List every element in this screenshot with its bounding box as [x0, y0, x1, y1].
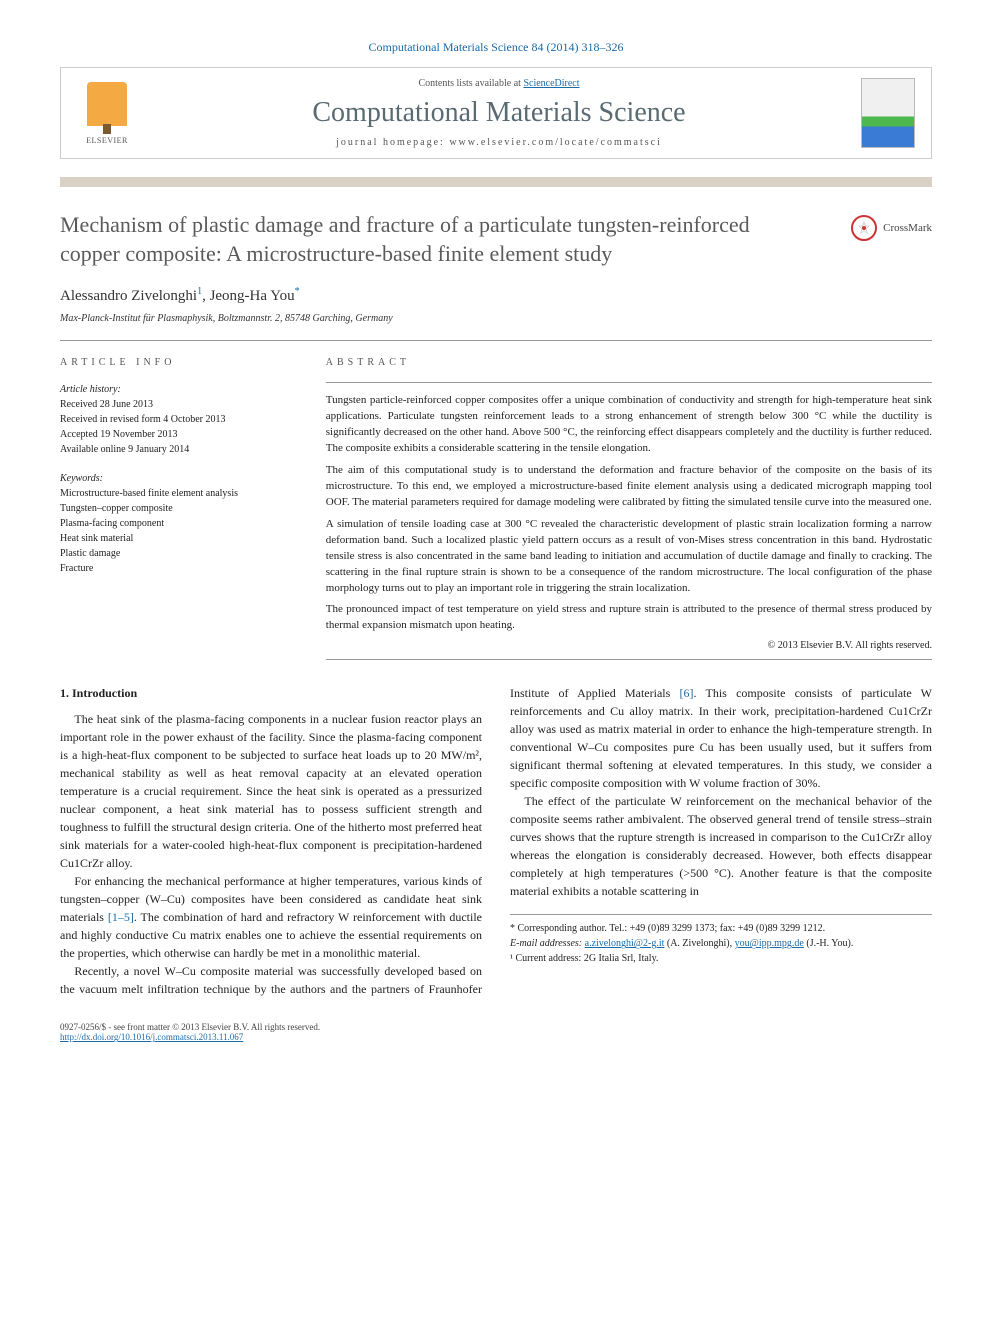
article-info-column: ARTICLE INFO Article history: Received 2… [60, 357, 296, 660]
corresponding-author: * Corresponding author. Tel.: +49 (0)89 … [510, 921, 932, 936]
footnotes: * Corresponding author. Tel.: +49 (0)89 … [510, 914, 932, 966]
contents-prefix: Contents lists available at [418, 78, 523, 89]
journal-reference: Computational Materials Science 84 (2014… [60, 40, 932, 55]
keywords-list: Microstructure-based finite element anal… [60, 486, 296, 576]
body-p3b: . This composite consists of particulate… [510, 686, 932, 790]
abstract-copyright: © 2013 Elsevier B.V. All rights reserved… [326, 640, 932, 651]
email-line: E-mail addresses: a.zivelonghi@2-g.it (A… [510, 936, 932, 951]
abstract-p2: The aim of this computational study is t… [326, 463, 932, 511]
footer-left: 0927-0256/$ - see front matter © 2013 El… [60, 1022, 320, 1042]
homepage-line: journal homepage: www.elsevier.com/locat… [137, 137, 861, 148]
abstract-bottom-rule [326, 659, 932, 660]
footer-copyright: 0927-0256/$ - see front matter © 2013 El… [60, 1022, 320, 1032]
body-two-column: 1. Introduction The heat sink of the pla… [60, 684, 932, 998]
abstract-text: Tungsten particle-reinforced copper comp… [326, 393, 932, 634]
crossmark-label: CrossMark [883, 222, 932, 234]
ref-1-5[interactable]: [1–5] [108, 910, 134, 924]
authors-line: Alessandro Zivelonghi1, Jeong-Ha You* [60, 286, 932, 305]
abstract-heading: ABSTRACT [326, 357, 932, 368]
crossmark-icon [851, 215, 877, 241]
keyword: Microstructure-based finite element anal… [60, 486, 296, 501]
keywords-heading: Keywords: [60, 471, 296, 486]
email-2-who: (J.-H. You). [804, 938, 853, 949]
abstract-column: ABSTRACT Tungsten particle-reinforced co… [326, 357, 932, 660]
sciencedirect-link[interactable]: ScienceDirect [523, 78, 579, 89]
doi-link[interactable]: http://dx.doi.org/10.1016/j.commatsci.20… [60, 1032, 243, 1042]
elsevier-tree-icon [87, 82, 127, 126]
history-received: Received 28 June 2013 [60, 397, 296, 412]
homepage-prefix: journal homepage: [336, 137, 449, 148]
article-info-heading: ARTICLE INFO [60, 357, 296, 368]
header-center: Contents lists available at ScienceDirec… [137, 78, 861, 148]
body-p4: The effect of the particulate W reinforc… [510, 792, 932, 900]
journal-title: Computational Materials Science [137, 97, 861, 129]
article-title: Mechanism of plastic damage and fracture… [60, 211, 932, 268]
abstract-rule [326, 382, 932, 383]
email-1-who: (A. Zivelonghi), [664, 938, 734, 949]
journal-header: ELSEVIER Contents lists available at Sci… [60, 67, 932, 159]
author-2-note: * [295, 286, 300, 297]
author-1: Alessandro Zivelonghi [60, 288, 197, 304]
email-2-link[interactable]: you@ipp.mpg.de [735, 938, 804, 949]
section-rule [60, 177, 932, 187]
keyword: Fracture [60, 561, 296, 576]
journal-cover-thumbnail [861, 78, 915, 148]
keyword: Plastic damage [60, 546, 296, 561]
page-footer: 0927-0256/$ - see front matter © 2013 El… [60, 1022, 932, 1042]
contents-line: Contents lists available at ScienceDirec… [137, 78, 861, 89]
history-accepted: Accepted 19 November 2013 [60, 427, 296, 442]
keyword: Tungsten–copper composite [60, 501, 296, 516]
elsevier-label: ELSEVIER [86, 136, 128, 145]
article-header: Mechanism of plastic damage and fracture… [60, 211, 932, 268]
body-p1: The heat sink of the plasma-facing compo… [60, 710, 482, 872]
abstract-p4: The pronounced impact of test temperatur… [326, 602, 932, 634]
abstract-p1: Tungsten particle-reinforced copper comp… [326, 393, 932, 457]
elsevier-logo: ELSEVIER [77, 78, 137, 148]
homepage-url: www.elsevier.com/locate/commatsci [449, 137, 662, 148]
affiliation: Max-Planck-Institut für Plasmaphysik, Bo… [60, 313, 932, 324]
keyword: Heat sink material [60, 531, 296, 546]
keyword: Plasma-facing component [60, 516, 296, 531]
footnote-1: ¹ Current address: 2G Italia Srl, Italy. [510, 951, 932, 966]
history-revised: Received in revised form 4 October 2013 [60, 412, 296, 427]
email-1-link[interactable]: a.zivelonghi@2-g.it [585, 938, 665, 949]
crossmark-badge[interactable]: CrossMark [851, 215, 932, 241]
abstract-p3: A simulation of tensile loading case at … [326, 517, 932, 597]
info-abstract-row: ARTICLE INFO Article history: Received 2… [60, 357, 932, 660]
divider [60, 340, 932, 341]
history-online: Available online 9 January 2014 [60, 442, 296, 457]
ref-6[interactable]: [6] [680, 686, 694, 700]
history-heading: Article history: [60, 382, 296, 397]
email-label: E-mail addresses: [510, 938, 582, 949]
author-2: , Jeong-Ha You [202, 288, 295, 304]
section-1-heading: 1. Introduction [60, 684, 482, 702]
body-p2: For enhancing the mechanical performance… [60, 872, 482, 962]
